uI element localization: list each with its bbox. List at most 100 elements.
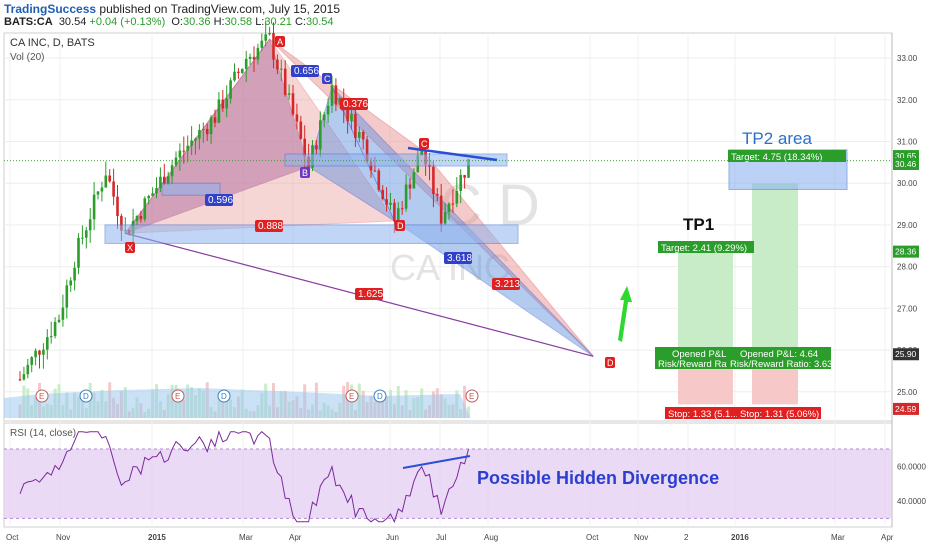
candle-body	[61, 307, 65, 320]
b-zone	[161, 182, 221, 196]
candle-body	[397, 208, 400, 222]
candle-body	[30, 357, 33, 365]
candle-body	[69, 280, 72, 286]
candle-body	[260, 40, 264, 48]
price-label: 30.65	[895, 151, 917, 161]
pattern-point-label: A	[277, 37, 283, 47]
candle-body	[178, 150, 182, 158]
candle-body	[358, 131, 361, 138]
candle-body	[252, 56, 256, 60]
candle-body	[26, 364, 30, 375]
candle-body	[373, 170, 377, 172]
event-marker	[35, 389, 49, 403]
candle-body	[276, 59, 279, 70]
candle-body	[57, 319, 61, 322]
pattern-point-label: X	[127, 243, 133, 253]
price-label: 28.36	[895, 247, 917, 257]
candle-body	[108, 175, 111, 182]
tp1-target: Target: 2.41 (9.29%)	[661, 243, 747, 254]
candle-body	[190, 140, 193, 146]
candle-body	[393, 202, 396, 222]
candle-body	[381, 189, 384, 200]
candle-body	[330, 85, 334, 106]
x-tick-label: Jun	[386, 533, 399, 542]
candle-body	[326, 105, 330, 115]
tp2-profit-zone	[752, 183, 798, 351]
x-tick-label: Nov	[56, 533, 70, 542]
candle-body	[202, 128, 205, 130]
candle-body	[81, 237, 84, 239]
event-marker-label: E	[175, 392, 180, 401]
tp1-target-bg	[658, 241, 754, 253]
candle-body	[221, 99, 225, 109]
ratio-label-bg	[291, 65, 319, 77]
ohlc-open: 30.36	[183, 16, 211, 28]
tp1-stop-bg	[665, 407, 737, 419]
ratio-label-bg	[255, 220, 283, 232]
candle-body	[229, 80, 232, 99]
rsi-title: RSI (14, close)	[10, 428, 76, 439]
tp2-stop: Stop: 1.31 (5.06%)	[740, 409, 819, 420]
event-marker	[217, 389, 231, 403]
candle-body	[22, 374, 26, 380]
price-change: +0.04 (+0.13%)	[89, 16, 166, 28]
x-tick-label: Jul	[436, 533, 446, 542]
candle-body	[217, 99, 221, 123]
candle-body	[334, 85, 338, 105]
candle-body	[303, 138, 306, 157]
candle-body	[116, 196, 119, 217]
candle-body	[412, 172, 416, 189]
candle-body	[233, 71, 236, 81]
pattern-point-bg	[605, 357, 615, 368]
candle-body	[49, 336, 53, 338]
candle-body	[155, 188, 158, 194]
ohlc-high: 30.58	[224, 16, 253, 28]
x-tick-label: Oct	[586, 533, 599, 542]
candle-body	[283, 68, 287, 95]
position-tools: TP1 TP2 area Target: 2.41 (9.29%) Target: 4…	[655, 129, 848, 420]
support-zone	[104, 224, 519, 244]
price-label-bg	[893, 402, 919, 415]
x-tick-label: Oct	[6, 533, 19, 542]
price-label-bg	[893, 245, 919, 258]
candle-body	[92, 194, 96, 220]
y-tick-label: 29.00	[897, 221, 918, 230]
pattern-point-bg	[275, 36, 285, 47]
event-marker	[171, 389, 185, 403]
symbol-line: BATS:CA 30.54 +0.04 (+0.13%) O:30.36 H:3…	[4, 16, 334, 28]
x-tick-label: Mar	[831, 533, 845, 542]
ohlc-open-label: O:	[171, 16, 183, 28]
candle-body	[143, 198, 147, 220]
candle-body	[77, 237, 80, 268]
ratio-label-bg	[355, 288, 383, 300]
volume-bar	[463, 385, 467, 418]
candle-body	[194, 138, 197, 141]
tp2-target-bg	[728, 150, 846, 162]
candle-body	[268, 32, 271, 35]
pattern-point-bg	[419, 138, 429, 149]
candle-body	[244, 58, 248, 69]
candle-body	[295, 114, 299, 122]
brand-name[interactable]: TradingSuccess	[4, 2, 97, 16]
x-tick-label: Aug	[484, 533, 498, 542]
candle-body	[46, 337, 49, 350]
tp1-stop: Stop: 1.33 (5.1...	[668, 409, 738, 420]
ohlc-low: 30.21	[264, 16, 292, 28]
tp1-profit-zone	[678, 251, 733, 351]
ratio-label: 0.376	[343, 99, 368, 110]
candle-body	[88, 219, 92, 231]
price-label: 24.59	[895, 404, 917, 414]
candle-body	[104, 175, 108, 188]
candle-body	[209, 117, 213, 135]
tp1-label: TP1	[683, 215, 714, 234]
y-tick-label: 27.00	[897, 304, 918, 313]
ratio-label: 0.656	[294, 66, 319, 77]
pattern-point-label: B	[302, 168, 308, 178]
candle-body	[291, 93, 295, 115]
candle-body	[315, 145, 318, 150]
volume-bar	[467, 406, 470, 418]
symbol: BATS:CA	[4, 16, 53, 28]
bullish-arrow	[618, 286, 632, 342]
candle-body	[53, 321, 57, 337]
